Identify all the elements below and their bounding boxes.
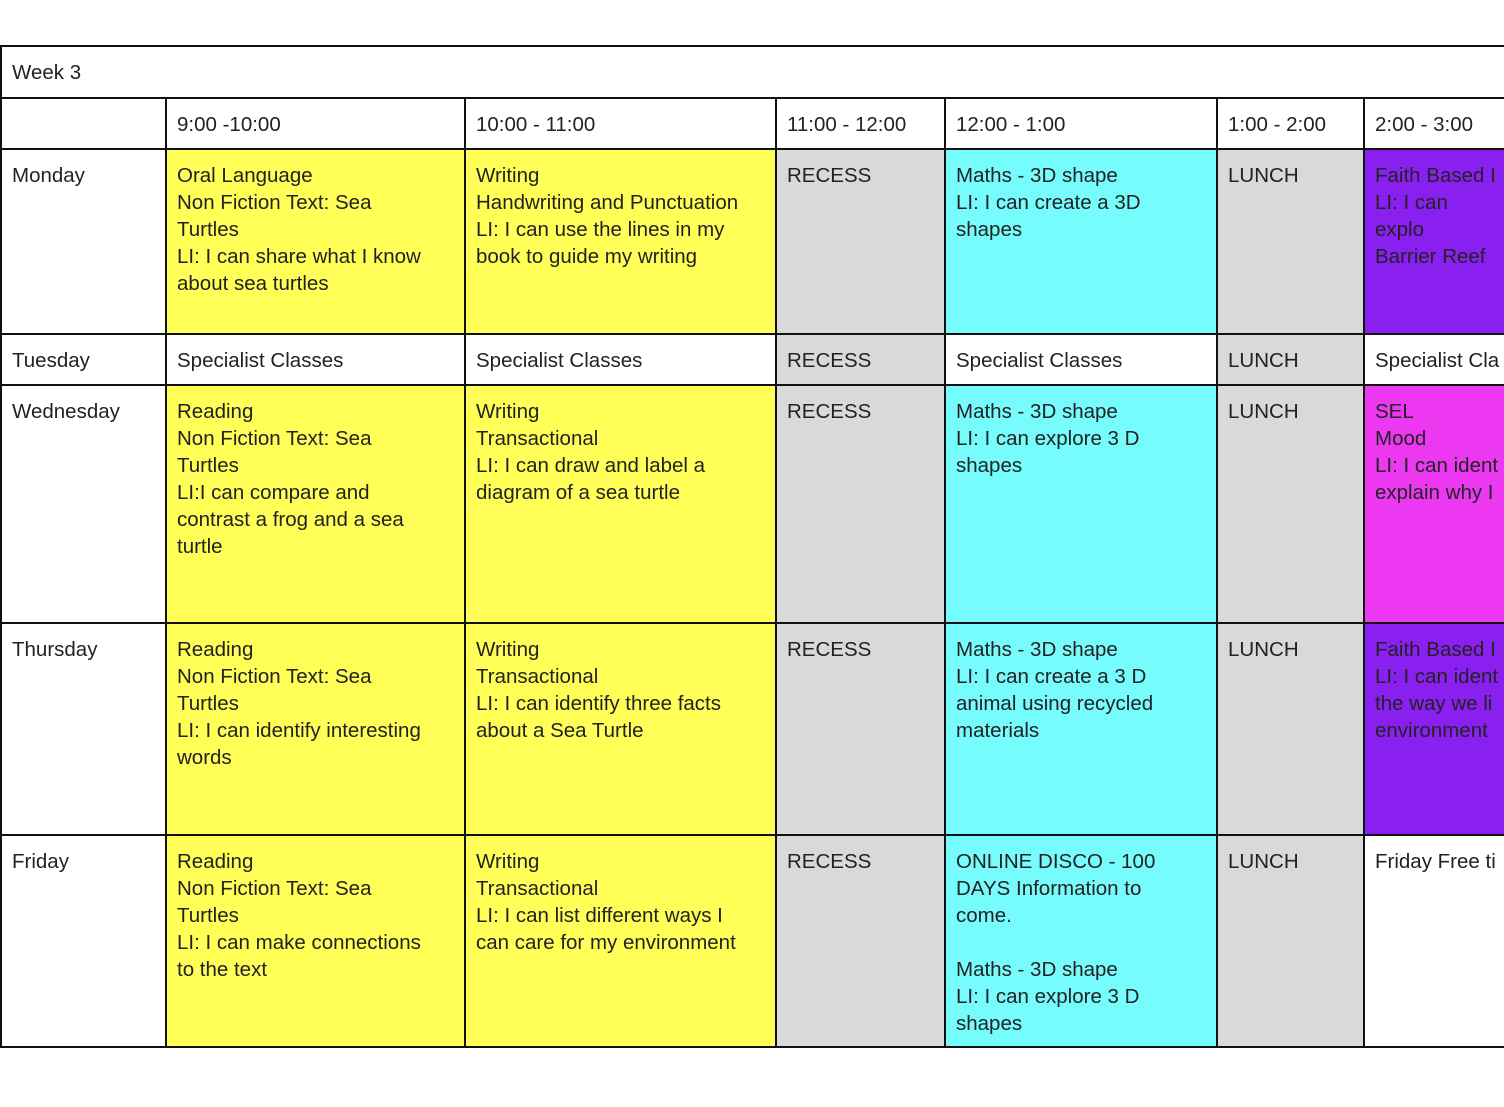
table-row-thursday: Thursday Reading Non Fiction Text: Sea T… — [0, 622, 1504, 836]
recess-cell: RECESS — [775, 622, 946, 836]
day-label: Tuesday — [0, 333, 167, 386]
day-label: Thursday — [0, 622, 167, 836]
lesson-cell: Specialist Classes — [464, 333, 777, 386]
recess-cell: RECESS — [775, 384, 946, 624]
header-time: 2:00 - 3:00 — [1362, 97, 1504, 150]
lesson-cell: SEL Mood LI: I can ident explain why I — [1362, 384, 1504, 624]
header-time: 12:00 - 1:00 — [944, 97, 1218, 150]
lesson-cell: Specialist Cla — [1362, 333, 1504, 386]
lunch-cell: LUNCH — [1216, 148, 1365, 335]
lunch-cell: LUNCH — [1216, 834, 1365, 1048]
recess-cell: RECESS — [775, 834, 946, 1048]
lesson-cell: Writing Transactional LI: I can list dif… — [464, 834, 777, 1048]
lesson-cell: Reading Non Fiction Text: Sea Turtles LI… — [165, 622, 466, 836]
day-label: Wednesday — [0, 384, 167, 624]
table-row-monday: Monday Oral Language Non Fiction Text: S… — [0, 148, 1504, 335]
lunch-cell: LUNCH — [1216, 384, 1365, 624]
lesson-cell: Oral Language Non Fiction Text: Sea Turt… — [165, 148, 466, 335]
lesson-cell: ONLINE DISCO - 100 DAYS Information to c… — [944, 834, 1218, 1048]
lesson-cell: Writing Transactional LI: I can draw and… — [464, 384, 777, 624]
title-row: Week 3 — [0, 45, 1504, 99]
recess-cell: RECESS — [775, 148, 946, 335]
day-label: Friday — [0, 834, 167, 1048]
lesson-cell: Maths - 3D shape LI: I can create a 3D s… — [944, 148, 1218, 335]
table-row-tuesday: Tuesday Specialist Classes Specialist Cl… — [0, 333, 1504, 386]
lesson-cell: Writing Handwriting and Punctuation LI: … — [464, 148, 777, 335]
header-time: 9:00 -10:00 — [165, 97, 466, 150]
lesson-cell: Maths - 3D shape LI: I can explore 3 D s… — [944, 384, 1218, 624]
lesson-cell: Faith Based I LI: I can explo Barrier Re… — [1362, 148, 1504, 335]
lesson-cell: Maths - 3D shape LI: I can create a 3 D … — [944, 622, 1218, 836]
lesson-cell: Specialist Classes — [165, 333, 466, 386]
header-time: 10:00 - 11:00 — [464, 97, 777, 150]
timetable: Week 3 9:00 -10:00 10:00 - 11:00 11:00 -… — [0, 45, 1504, 1048]
lesson-cell: Faith Based I LI: I can ident the way we… — [1362, 622, 1504, 836]
header-row: 9:00 -10:00 10:00 - 11:00 11:00 - 12:00 … — [0, 97, 1504, 150]
lunch-cell: LUNCH — [1216, 333, 1365, 386]
day-label: Monday — [0, 148, 167, 335]
header-blank — [0, 97, 167, 150]
lunch-cell: LUNCH — [1216, 622, 1365, 836]
lesson-cell: Writing Transactional LI: I can identify… — [464, 622, 777, 836]
lesson-cell: Reading Non Fiction Text: Sea Turtles LI… — [165, 384, 466, 624]
lesson-cell: Reading Non Fiction Text: Sea Turtles LI… — [165, 834, 466, 1048]
table-row-wednesday: Wednesday Reading Non Fiction Text: Sea … — [0, 384, 1504, 624]
week-title: Week 3 — [0, 45, 1504, 99]
header-time: 11:00 - 12:00 — [775, 97, 946, 150]
recess-cell: RECESS — [775, 333, 946, 386]
lesson-cell: Friday Free ti — [1362, 834, 1504, 1048]
table-row-friday: Friday Reading Non Fiction Text: Sea Tur… — [0, 834, 1504, 1048]
header-time: 1:00 - 2:00 — [1216, 97, 1365, 150]
lesson-cell: Specialist Classes — [944, 333, 1218, 386]
